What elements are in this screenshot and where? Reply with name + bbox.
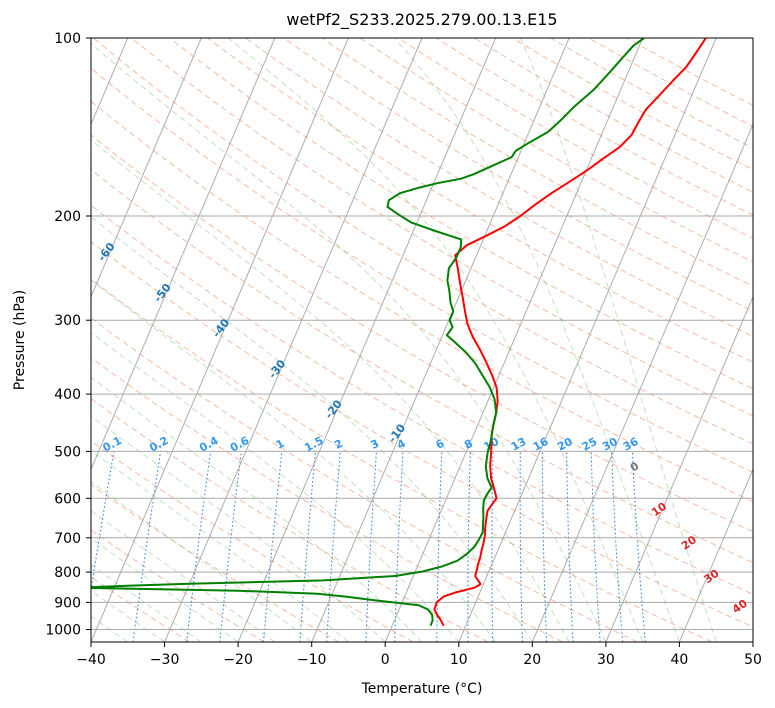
isotherm-line [531, 123, 753, 642]
dry-adiabat-line [91, 317, 638, 642]
mixing-ratio-label: 16 [531, 435, 551, 454]
y-axis-label: Pressure (hPa) [12, 290, 28, 390]
chart-title: wetPf2_S233.2025.279.00.13.E15 [286, 10, 557, 30]
isotherm-line [311, 38, 570, 642]
y-tick-label: 200 [54, 209, 81, 225]
dry-adiabat-line [92, 38, 753, 445]
dry-adiabat-line [91, 357, 563, 642]
isotherm-line [458, 38, 717, 642]
dry-adiabat-line [91, 440, 414, 642]
moist-adiabat-line [91, 415, 386, 642]
moist-adiabat-line [91, 216, 533, 642]
dry-adiabat-line [91, 169, 753, 564]
mixing-ratio-line [186, 451, 211, 642]
mixing-ratio-line [263, 451, 283, 642]
moist-adiabat-line [91, 510, 276, 642]
x-tick-label: 50 [744, 652, 762, 668]
isotherm-line [91, 38, 276, 471]
moist-adiabat-line [393, 38, 680, 642]
x-tick-label: −10 [297, 652, 327, 668]
dry-adiabat-line [550, 38, 753, 149]
dry-adiabat-line [359, 38, 753, 263]
dry-adiabat-line [91, 204, 753, 595]
x-tick-label: 10 [450, 652, 468, 668]
moist-adiabat-line [91, 331, 460, 642]
dry-adiabat-line [91, 241, 753, 628]
isotherm-line [164, 38, 423, 642]
mixing-ratio-line [91, 451, 115, 593]
moist-adiabat-line [91, 279, 496, 642]
isotherm-line [605, 295, 753, 642]
dry-adiabat-line [91, 134, 753, 533]
y-tick-label: 1000 [45, 623, 81, 639]
y-tick-label: 400 [54, 387, 81, 403]
y-tick-label: 500 [54, 444, 81, 460]
dry-adiabat-line [474, 38, 753, 193]
moist-adiabat-line [91, 590, 165, 642]
mixing-ratio-label: 36 [621, 435, 641, 454]
x-tick-label: 40 [670, 652, 688, 668]
y-tick-label: 100 [54, 31, 81, 47]
moist-adiabat-line [520, 38, 717, 642]
dry-adiabat-line [91, 484, 340, 642]
x-axis-label: Temperature (°C) [361, 681, 483, 697]
dry-adiabat-line [91, 67, 753, 473]
moist-adiabat-line [91, 139, 570, 642]
mixing-ratio-label: 13 [509, 435, 529, 454]
mixing-ratio-line [219, 451, 242, 642]
x-tick-label: 20 [523, 652, 541, 668]
x-tick-label: 0 [381, 652, 390, 668]
dry-adiabat-line [131, 38, 753, 417]
y-tick-label: 900 [54, 595, 81, 611]
y-tick-label: 300 [54, 313, 81, 329]
moist-adiabat-line [227, 38, 644, 642]
moist-adiabat-line [91, 537, 239, 642]
background-lines [91, 38, 753, 642]
mixing-ratio-label: 20 [555, 435, 575, 454]
y-tick-label: 700 [54, 531, 81, 547]
isotherm-line [91, 38, 349, 642]
plot-frame [90, 37, 754, 643]
moist-adiabat-line [91, 564, 202, 642]
mixing-ratio-label: 25 [580, 435, 600, 454]
isotherm-line [384, 38, 644, 642]
x-tick-label: 30 [597, 652, 615, 668]
isotherm-line [237, 38, 497, 642]
x-tick-label: −40 [76, 652, 106, 668]
x-tick-label: −30 [150, 652, 180, 668]
moist-adiabat-line [91, 42, 607, 642]
temperature-profile-line [433, 38, 707, 627]
dry-adiabat-line [397, 38, 753, 239]
dewpoint-profile-line [91, 38, 645, 626]
profile-series [91, 38, 707, 627]
isotherm-line [91, 38, 202, 299]
moist-adiabat-line [91, 481, 312, 642]
mixing-ratio-label: 30 [600, 435, 620, 454]
dry-adiabat-line [512, 38, 753, 171]
x-tick-label: −20 [223, 652, 253, 668]
axis-ticks: −40 −30 −20 −10 0 10 20 30 40 50 100 200 300 400 500 60… [45, 31, 762, 668]
y-tick-label: 800 [54, 565, 81, 581]
y-tick-label: 600 [54, 491, 81, 507]
dry-adiabat-line [435, 38, 753, 216]
isotherm-line [678, 468, 753, 642]
